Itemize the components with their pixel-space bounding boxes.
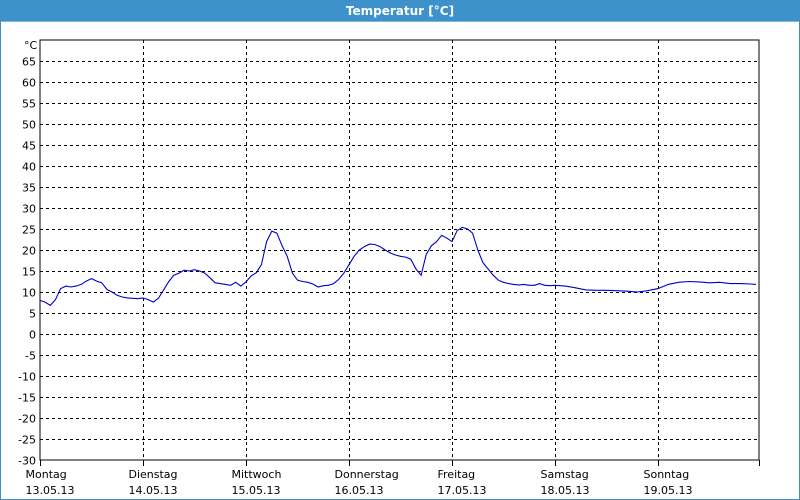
y-tick-label: 15 (22, 266, 36, 279)
y-tick-label: 25 (22, 224, 36, 237)
y-tick-label: 35 (22, 182, 36, 195)
y-tick-label: -15 (18, 392, 36, 405)
plot-area (39, 39, 760, 461)
y-tick-label: -20 (18, 413, 36, 426)
y-tick-label: 0 (29, 329, 36, 342)
x-tick-date-label: 16.05.13 (335, 484, 384, 497)
x-tick-day-label: Samstag (541, 468, 589, 481)
y-tick-label: 65 (22, 56, 36, 69)
y-tick-label: 45 (22, 140, 36, 153)
x-tick-day-label: Mittwoch (232, 468, 282, 481)
y-tick-label: 40 (22, 161, 36, 174)
y-tick-label: 50 (22, 119, 36, 132)
y-tick-label: -5 (25, 350, 36, 363)
x-tick-date-label: 13.05.13 (26, 484, 75, 497)
x-tick-day-label: Freitag (438, 468, 476, 481)
y-tick-label: 30 (22, 203, 36, 216)
x-tick-date-label: 18.05.13 (541, 484, 590, 497)
y-tick-label: 20 (22, 245, 36, 258)
temperature-series-line (39, 226, 756, 307)
y-tick-label: 5 (29, 308, 36, 321)
y-axis-unit-label: °C (24, 39, 38, 52)
y-tick-label: -25 (18, 434, 36, 447)
x-tick-date-label: 14.05.13 (129, 484, 178, 497)
x-tick-date-label: 15.05.13 (232, 484, 281, 497)
y-tick-label: -10 (18, 371, 36, 384)
x-tick-day-label: Donnerstag (335, 468, 399, 481)
x-tick-day-label: Sonntag (644, 468, 690, 481)
y-tick-label: 55 (22, 98, 36, 111)
window-title: Temperatur [°C] (1, 1, 799, 22)
y-tick-labels: 65605550454035302520151050-5-10-15-20-25… (18, 56, 36, 468)
y-tick-label: 60 (22, 77, 36, 90)
y-tick-label: -30 (18, 455, 36, 468)
x-tick-day-label: Montag (26, 468, 67, 481)
x-tick-labels: Montag 13.05.13 Dienstag 14.05.13 Mittwoch 15… (26, 468, 693, 497)
x-tick-date-label: 17.05.13 (438, 484, 487, 497)
y-tick-label: 10 (22, 287, 36, 300)
x-tick-date-label: 19.05.13 (644, 484, 693, 497)
x-tick-day-label: Dienstag (129, 468, 178, 481)
